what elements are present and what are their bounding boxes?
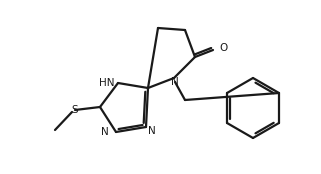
Text: N: N [171, 77, 179, 87]
Text: N: N [101, 127, 109, 137]
Text: O: O [219, 43, 227, 53]
Text: N: N [148, 126, 156, 136]
Text: HN: HN [99, 78, 115, 88]
Text: S: S [72, 105, 78, 115]
